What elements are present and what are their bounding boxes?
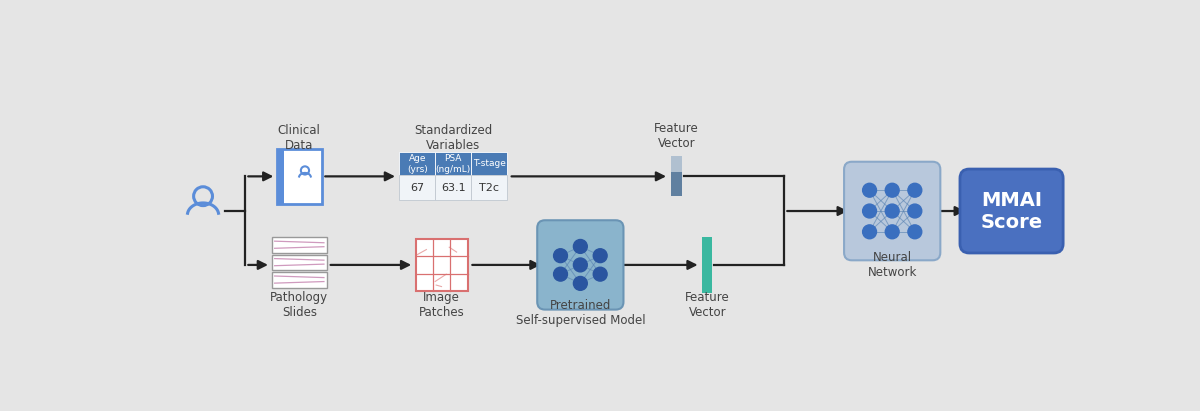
Text: 63.1: 63.1 [440, 183, 466, 193]
Text: Image
Patches: Image Patches [419, 291, 464, 319]
FancyBboxPatch shape [400, 175, 436, 200]
Text: Feature
Vector: Feature Vector [685, 291, 730, 319]
Circle shape [553, 249, 568, 263]
Circle shape [886, 225, 899, 239]
Circle shape [886, 183, 899, 197]
FancyBboxPatch shape [400, 152, 436, 175]
FancyBboxPatch shape [702, 237, 713, 293]
FancyBboxPatch shape [436, 175, 472, 200]
Text: Pathology
Slides: Pathology Slides [270, 291, 329, 319]
Text: T-stage: T-stage [473, 159, 505, 169]
Circle shape [863, 225, 876, 239]
Text: Clinical
Data: Clinical Data [278, 124, 320, 152]
FancyBboxPatch shape [538, 220, 624, 309]
Text: Feature
Vector: Feature Vector [654, 122, 698, 150]
FancyBboxPatch shape [436, 152, 472, 175]
Circle shape [863, 183, 876, 197]
Text: T2c: T2c [479, 183, 499, 193]
Text: Age
(yrs): Age (yrs) [407, 154, 427, 174]
FancyBboxPatch shape [472, 175, 508, 200]
FancyBboxPatch shape [844, 162, 941, 260]
FancyBboxPatch shape [271, 237, 328, 253]
FancyBboxPatch shape [277, 149, 322, 204]
Circle shape [593, 267, 607, 281]
FancyBboxPatch shape [277, 149, 283, 204]
Circle shape [574, 240, 587, 253]
FancyBboxPatch shape [415, 239, 468, 291]
Text: MMAI
Score: MMAI Score [980, 191, 1043, 231]
Circle shape [908, 225, 922, 239]
FancyBboxPatch shape [271, 255, 328, 270]
Text: Standardized
Variables: Standardized Variables [414, 124, 492, 152]
Text: Neural
Network: Neural Network [868, 251, 917, 279]
Text: PSA
(ng/mL): PSA (ng/mL) [436, 154, 470, 174]
Circle shape [574, 258, 587, 272]
FancyBboxPatch shape [671, 156, 683, 172]
Text: Pretrained
Self-supervised Model: Pretrained Self-supervised Model [516, 299, 646, 327]
Circle shape [908, 183, 922, 197]
Text: 67: 67 [410, 183, 425, 193]
Circle shape [886, 204, 899, 218]
Circle shape [908, 204, 922, 218]
Circle shape [574, 277, 587, 290]
Circle shape [593, 249, 607, 263]
FancyBboxPatch shape [472, 152, 508, 175]
Circle shape [553, 267, 568, 281]
FancyBboxPatch shape [960, 169, 1063, 253]
Circle shape [863, 204, 876, 218]
FancyBboxPatch shape [671, 172, 683, 196]
FancyBboxPatch shape [271, 272, 328, 288]
